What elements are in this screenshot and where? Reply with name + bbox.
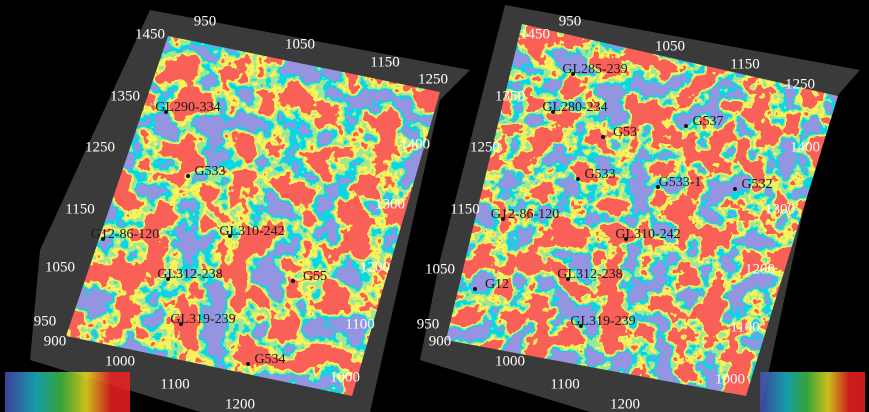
axis-label: 1100: [345, 316, 374, 332]
axis-label: 1250: [785, 76, 815, 92]
well-label: G533: [584, 167, 615, 182]
well-label: G537: [692, 114, 723, 129]
axis-label: 1000: [495, 353, 525, 369]
well-marker: [733, 187, 737, 191]
axis-label: 1150: [730, 56, 759, 72]
well-marker: [291, 279, 295, 283]
well-label: G533: [194, 164, 225, 179]
well-label: GL312-238: [557, 267, 622, 282]
axis-label: 1200: [610, 396, 640, 412]
axis-label: 1450: [520, 26, 550, 42]
axis-label: 1200: [225, 396, 255, 412]
axis-label: 1150: [65, 201, 94, 217]
well-label: GL290-334: [155, 100, 220, 115]
well-label: G12-86-120: [91, 227, 159, 242]
axis-label: 1000: [105, 353, 135, 369]
axis-label: 1300: [765, 201, 795, 217]
axis-label: 1050: [425, 261, 455, 277]
axis-label: 1200: [360, 259, 390, 275]
axis-label: 1350: [110, 88, 140, 104]
well-label: GL319-239: [570, 314, 635, 329]
axis-label: 900: [429, 333, 452, 349]
axis-label: 1450: [135, 26, 165, 42]
axis-label: 1050: [45, 259, 75, 275]
axis-label: 1100: [160, 376, 189, 392]
well-label: GL319-239: [170, 312, 235, 327]
axis-label: 950: [417, 316, 440, 332]
well-marker: [186, 174, 190, 178]
axis-label: 950: [194, 13, 217, 29]
axis-label: 1300: [375, 196, 405, 212]
axis-label: 1150: [450, 201, 479, 217]
well-label: G12-86-120: [491, 207, 559, 222]
axis-label: 1000: [330, 369, 360, 385]
well-label: G12: [485, 277, 509, 292]
well-label: GL310-242: [615, 227, 680, 242]
well-label: GL285-239: [562, 62, 627, 77]
well-label: G532: [741, 177, 772, 192]
axis-label: 1050: [655, 38, 685, 54]
axis-label: 1400: [790, 139, 820, 155]
well-marker: [684, 124, 688, 128]
well-marker: [473, 287, 477, 291]
well-label: G53: [613, 125, 637, 140]
well-label: GL310-242: [219, 224, 284, 239]
axis-label: 950: [34, 313, 57, 329]
axis-label: 1250: [470, 139, 500, 155]
well-label: G534: [254, 352, 285, 367]
axis-label: 1000: [715, 371, 745, 387]
axis-label: 1250: [85, 139, 115, 155]
well-label: GL280-234: [542, 100, 607, 115]
axis-label: 1050: [285, 36, 315, 52]
axis-label: 1350: [495, 88, 525, 104]
axis-label: 1400: [400, 136, 430, 152]
axis-label: 1250: [418, 71, 448, 87]
figure: 9501050115012501450135012501150105095090…: [0, 0, 869, 412]
well-marker: [576, 177, 580, 181]
axis-label: 1200: [745, 261, 775, 277]
well-marker: [601, 135, 605, 139]
axis-label: 1100: [730, 319, 759, 335]
axis-label: 1100: [550, 376, 579, 392]
well-marker: [246, 362, 250, 366]
axis-label: 900: [44, 333, 67, 349]
well-label: GL312-238: [157, 267, 222, 282]
well-label: G55: [303, 269, 327, 284]
axis-label: 1150: [370, 54, 399, 70]
well-label: G533-1: [659, 175, 702, 190]
axis-label: 950: [559, 13, 582, 29]
